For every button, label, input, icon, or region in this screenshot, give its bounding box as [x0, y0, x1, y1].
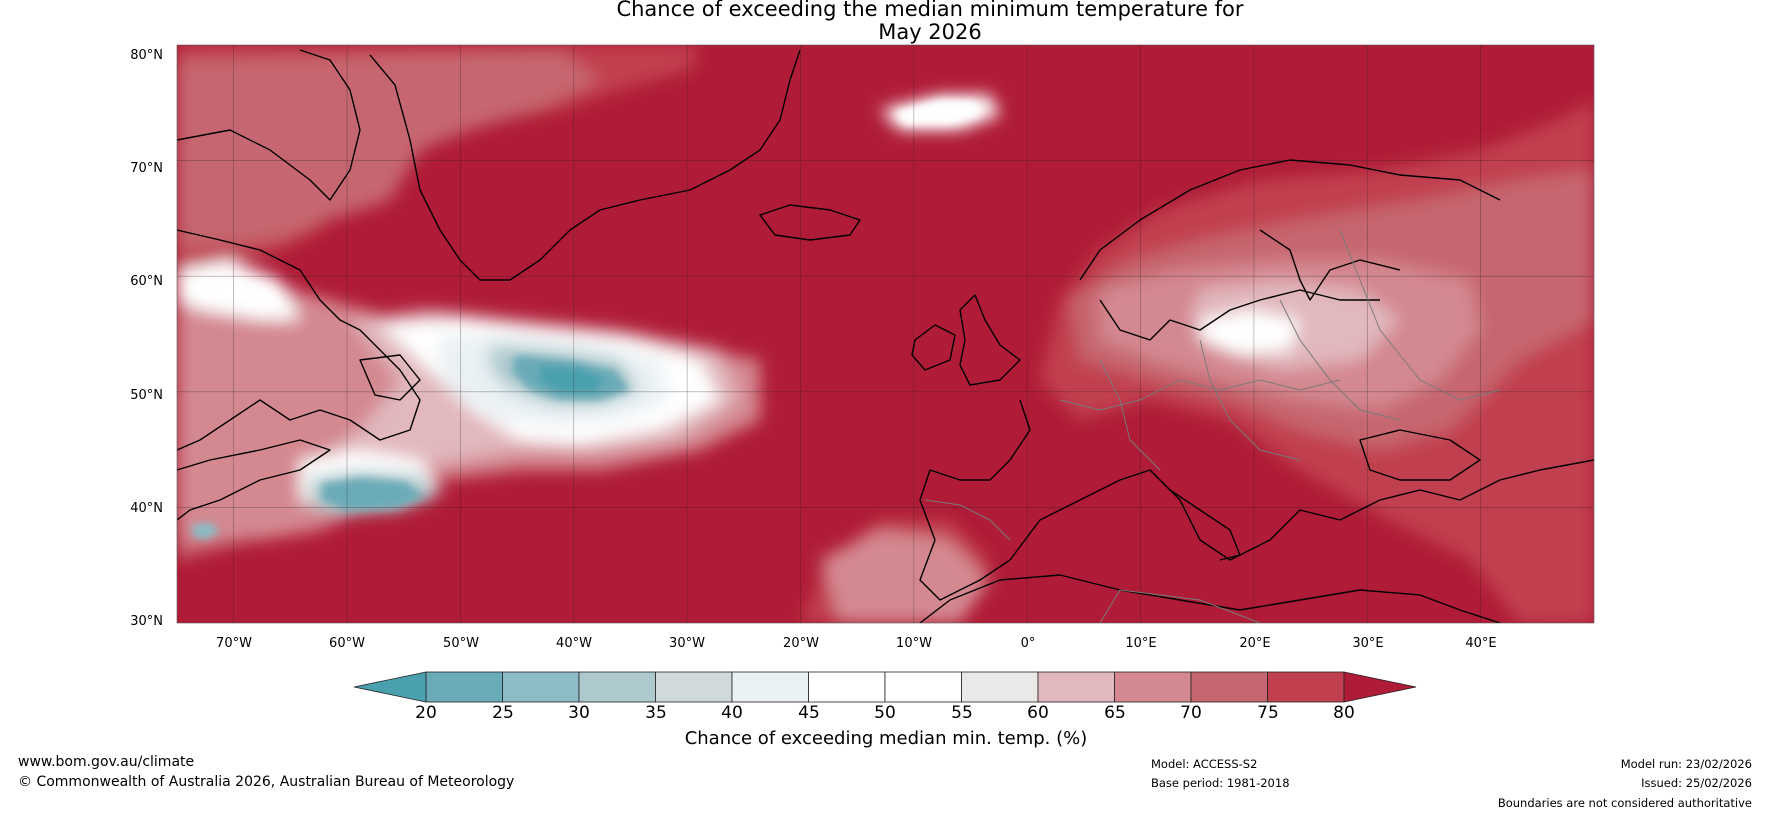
- base-period: Base period: 1981-2018: [1151, 776, 1290, 790]
- colorbar-tick-50: 50: [874, 703, 896, 723]
- colorbar-extend-high: [1343, 671, 1417, 703]
- lon-label-30e: 30°E: [1352, 636, 1384, 651]
- model-run-date: Model run: 23/02/2026: [1620, 757, 1752, 771]
- coastline-italy: [1149, 469, 1241, 561]
- coastlines: [177, 49, 1594, 623]
- colorbar-tick-75: 75: [1257, 703, 1279, 723]
- border-europe-3: [1199, 339, 1301, 461]
- boundaries-disclaimer: Boundaries are not considered authoritat…: [1497, 796, 1752, 810]
- colorbar-segment: [502, 671, 580, 703]
- coastline-newfoundland: [359, 354, 421, 401]
- probability-field: [177, 45, 1594, 623]
- colorbar-segment: [655, 671, 733, 703]
- colorbar-tick-45: 45: [798, 703, 820, 723]
- colorbar-segment: [961, 671, 1039, 703]
- field-band-25-30-nova-scotia: [322, 478, 425, 510]
- colorbar-segment: [1037, 671, 1115, 703]
- colorbar-segment: [425, 671, 503, 703]
- lon-label-30w: 30°W: [669, 636, 705, 651]
- lon-label-50w: 50°W: [443, 636, 479, 651]
- lon-label-10e: 10°E: [1125, 636, 1157, 651]
- colorbar-segment: [1190, 671, 1268, 703]
- coastline-mediterranean: [1009, 459, 1594, 561]
- colorbar-segment: [808, 671, 886, 703]
- coastline-iceland: [759, 204, 861, 241]
- colorbar-tick-35: 35: [645, 703, 667, 723]
- lon-label-60w: 60°W: [329, 636, 365, 651]
- colorbar-tick-30: 30: [568, 703, 590, 723]
- colorbar-title: Chance of exceeding median min. temp. (%…: [684, 728, 1088, 749]
- border-iberia: [924, 499, 1011, 541]
- coastline-ireland: [911, 324, 956, 371]
- issued-date: Issued: 25/02/2026: [1641, 776, 1752, 790]
- coastline-labrador: [177, 229, 421, 451]
- graticule: [177, 45, 1594, 623]
- colorbar-tick-70: 70: [1180, 703, 1202, 723]
- coastline-baffin: [177, 49, 361, 201]
- map-title: Chance of exceeding the median minimum t…: [616, 0, 1244, 44]
- lat-label-60n: 60°N: [130, 274, 163, 289]
- coastline-north-africa: [919, 574, 1501, 623]
- website-link[interactable]: www.bom.gov.au/climate: [18, 754, 195, 770]
- colorbar-extend-low: [353, 671, 427, 703]
- colorbar-tick-80: 80: [1333, 703, 1355, 723]
- coastline-nova-scotia: [177, 439, 331, 521]
- colorbar-segment: [884, 671, 962, 703]
- map-frame: [176, 44, 1595, 624]
- colorbar-tick-20: 20: [415, 703, 437, 723]
- lat-label-40n: 40°N: [130, 501, 163, 516]
- field-band-65-70: [177, 50, 600, 250]
- field-band-20-25: [540, 365, 605, 392]
- colorbar-tick-40: 40: [721, 703, 743, 723]
- colorbar-segment: [578, 671, 656, 703]
- field-band-45-55-arctic-core: [895, 100, 980, 124]
- coastline-europe-atlantic: [919, 399, 1031, 601]
- coastline-norway: [1079, 159, 1501, 281]
- colorbar-segment: [1114, 671, 1192, 703]
- lon-label-10w: 10°W: [896, 636, 932, 651]
- colorbar-segment: [731, 671, 809, 703]
- lon-label-40e: 40°E: [1465, 636, 1497, 651]
- colorbar-tick-60: 60: [1027, 703, 1049, 723]
- field-band-60-65-africa: [820, 530, 990, 623]
- field-band-45-55-poland: [1200, 310, 1300, 355]
- lon-label-40w: 40°W: [556, 636, 592, 651]
- lat-label-30n: 30°N: [130, 614, 163, 629]
- coastline-black-sea: [1359, 429, 1481, 481]
- colorbar: [353, 671, 1417, 703]
- border-africa: [1099, 589, 1261, 623]
- colorbar-segment: [1267, 671, 1345, 703]
- copyright-notice: © Commonwealth of Australia 2026, Austra…: [18, 774, 515, 790]
- colorbar-tick-65: 65: [1104, 703, 1126, 723]
- lat-label-80n: 80°N: [130, 48, 163, 63]
- coastline-scandinavia-south: [1099, 289, 1380, 341]
- border-europe-1: [1059, 379, 1341, 411]
- lat-label-50n: 50°N: [130, 388, 163, 403]
- lon-label-70w: 70°W: [216, 636, 252, 651]
- border-europe-5: [1339, 229, 1501, 401]
- coastline-baltic: [1259, 229, 1401, 301]
- lon-label-0: 0°: [1020, 636, 1036, 651]
- coastline-britain: [959, 294, 1021, 386]
- field-band-45-55-labrador: [177, 260, 300, 320]
- colorbar-tick-55: 55: [951, 703, 973, 723]
- lat-label-70n: 70°N: [130, 161, 163, 176]
- map-plot-area: [177, 45, 1594, 623]
- model-name: Model: ACCESS-S2: [1151, 757, 1258, 771]
- border-europe-2: [1099, 359, 1161, 471]
- lon-label-20w: 20°W: [783, 636, 819, 651]
- colorbar-tick-25: 25: [492, 703, 514, 723]
- country-borders: [924, 229, 1501, 623]
- coastline-greenland: [369, 49, 801, 281]
- field-band-30-35-cape-cod: [192, 522, 220, 540]
- probability-field-core: [192, 100, 980, 540]
- border-europe-4: [1279, 299, 1401, 421]
- lon-label-20e: 20°E: [1239, 636, 1271, 651]
